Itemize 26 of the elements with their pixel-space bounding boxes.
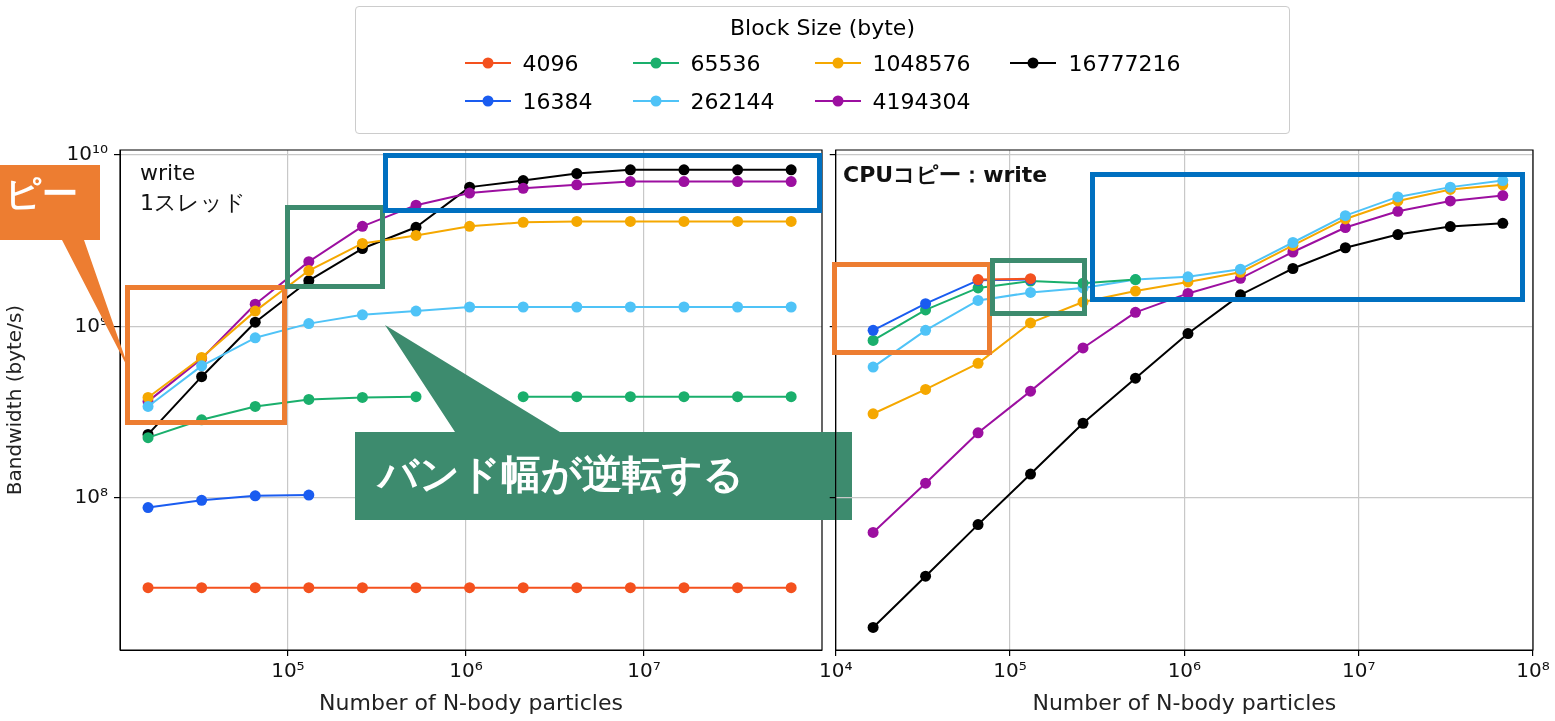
x-tick-label: 10⁶ (1167, 658, 1202, 683)
annotation: write (140, 160, 196, 185)
annotation: CPUコピー：write (843, 161, 1048, 189)
x-axis-title: Number of N-body particles (1032, 689, 1337, 715)
legend-label: 16384 (522, 88, 593, 114)
x-tick-label: 10⁸ (1516, 658, 1550, 683)
legend-label: 16777216 (1068, 50, 1181, 76)
legend-label: 4096 (522, 50, 579, 76)
annotation: バンド幅が逆転する (378, 450, 744, 499)
legend-title: Block Size (byte) (729, 15, 916, 40)
annotation: 1スレッド (140, 189, 246, 217)
x-tick-label: 10⁵ (271, 658, 305, 683)
legend-label: 262144 (690, 88, 775, 114)
x-tick-label: 10⁷ (1341, 658, 1376, 683)
legend-label: 4194304 (872, 88, 971, 114)
x-tick-label: 10⁴ (819, 658, 853, 683)
x-tick-label: 10⁶ (449, 658, 483, 683)
x-tick-label: 10⁷ (627, 658, 661, 683)
y-tick-label: 10⁸ (74, 484, 108, 509)
y-axis-title: Bandwidth (byte/s) (2, 304, 27, 496)
y-tick-label: 10¹⁰ (66, 141, 108, 166)
x-axis-title: Number of N-body particles (319, 689, 623, 715)
x-tick-label: 10⁵ (993, 658, 1027, 683)
text: ピー (5, 172, 78, 216)
legend-label: 1048576 (872, 50, 971, 76)
legend-label: 65536 (690, 50, 761, 76)
